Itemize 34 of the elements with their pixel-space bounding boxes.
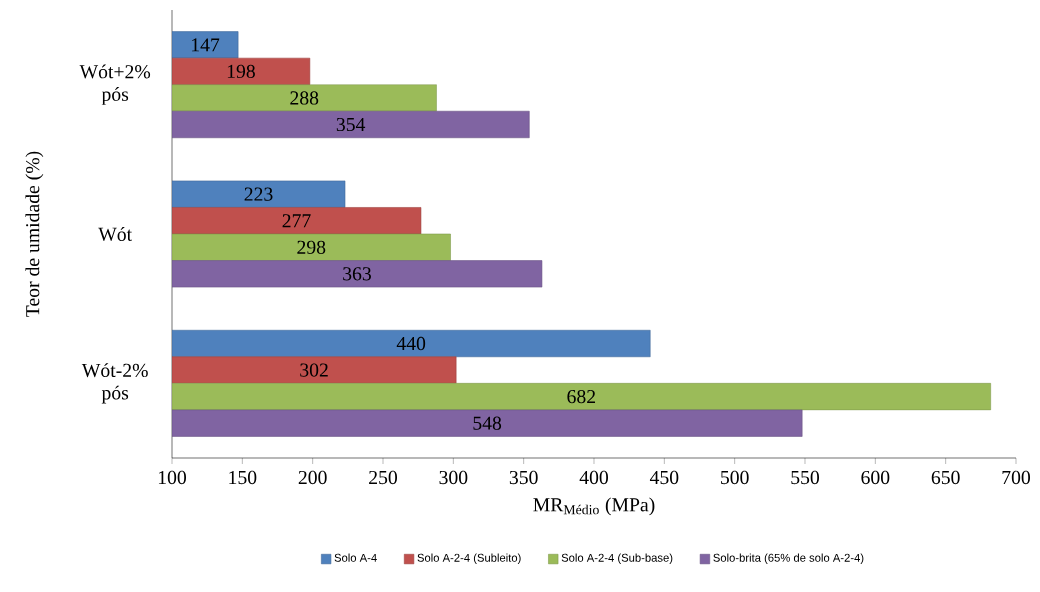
data-label: 548 <box>473 416 502 430</box>
legend-label: Solo A-4 <box>334 553 377 562</box>
y-axis-title: Teor de umidade (%) <box>25 151 44 317</box>
x-tick-label: 650 <box>931 470 960 485</box>
data-label: 288 <box>290 91 319 105</box>
data-label: 198 <box>227 64 255 79</box>
y-tick-label: Wót+2% pós <box>79 64 151 105</box>
data-label: 298 <box>297 240 326 254</box>
legend-label: Solo-brita (65% de solo A-2-4) <box>713 553 864 564</box>
y-tick-label: Wót <box>98 227 132 242</box>
data-label: 302 <box>300 363 328 377</box>
data-label: 147 <box>192 38 220 52</box>
data-label: 223 <box>244 187 273 201</box>
legend-label: Solo A-2-4 (Sub-base) <box>561 553 673 564</box>
legend-label: Solo A-2-4 (Subleito) <box>417 553 521 564</box>
data-label: 682 <box>567 389 596 404</box>
data-label: 277 <box>282 214 311 228</box>
data-label: 440 <box>396 336 426 351</box>
data-label: 354 <box>336 117 366 132</box>
y-tick-label: Wót-2% pós <box>81 363 148 404</box>
x-tick-label: 600 <box>861 470 890 485</box>
x-tick-label: 200 <box>298 470 327 485</box>
x-tick-label: 350 <box>509 470 538 485</box>
x-tick-label: 550 <box>791 470 819 485</box>
data-label: 363 <box>343 267 371 281</box>
x-tick-label: 300 <box>439 470 468 485</box>
x-tick-label: 250 <box>369 470 397 485</box>
x-axis-title: MR$_{Médio}$ (MPa) <box>533 497 655 516</box>
x-tick-label: 400 <box>579 470 608 485</box>
x-tick-label: 700 <box>1002 470 1030 485</box>
x-tick-label: 100 <box>158 470 186 485</box>
x-tick-label: 450 <box>649 470 679 485</box>
x-tick-label: 150 <box>229 470 257 485</box>
x-tick-label: 500 <box>721 470 749 485</box>
